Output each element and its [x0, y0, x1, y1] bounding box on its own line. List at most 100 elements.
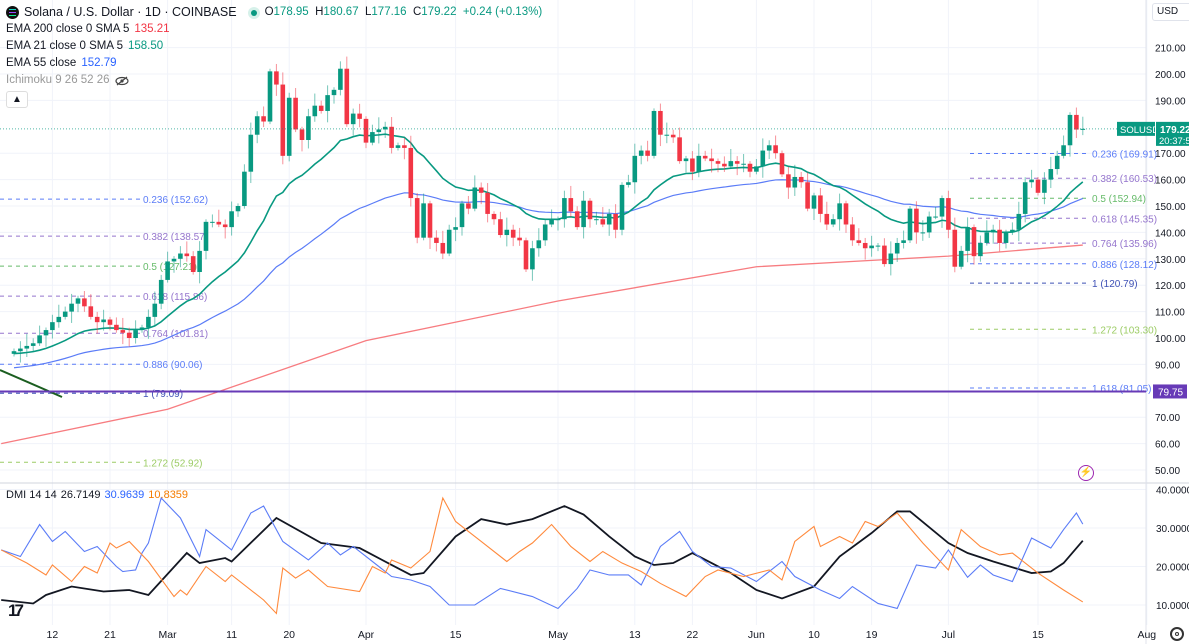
candle-body [280, 84, 286, 156]
candle [165, 251, 170, 283]
price-axis-label: 50.00 [1155, 466, 1180, 477]
candle [1016, 201, 1022, 242]
candle-body [990, 229, 996, 233]
candle [331, 87, 337, 104]
candle-body [414, 198, 420, 238]
candle-body [363, 118, 369, 143]
candle [978, 235, 983, 262]
candle [837, 193, 842, 231]
candle-body [94, 316, 100, 323]
candle [402, 137, 407, 160]
candle-body [133, 330, 138, 338]
price-axis-label: 160.00 [1155, 176, 1186, 187]
price-axis-label: 190.00 [1155, 96, 1186, 107]
indicator-ema21[interactable]: EMA 21 close 0 SMA 5 158.50 [6, 40, 164, 52]
candle [1048, 156, 1054, 189]
candle [530, 240, 535, 281]
symbol-title[interactable]: Solana / U.S. Dollar · 1D · COINBASE [6, 4, 237, 21]
candle [370, 124, 375, 146]
candle-body [165, 261, 170, 280]
candle [626, 174, 631, 188]
candle [574, 206, 580, 230]
candle [581, 190, 586, 239]
candle [107, 316, 113, 331]
candle-body [581, 200, 586, 228]
candle-body [542, 224, 548, 241]
candle [952, 217, 958, 273]
candle [645, 140, 650, 162]
fib_right-level-label: 1.618 (81.05) [1092, 384, 1152, 395]
candle [82, 291, 87, 312]
candle [856, 228, 862, 246]
candle [210, 214, 215, 228]
candle-body [632, 155, 638, 183]
candle-body [1048, 169, 1054, 180]
dmi-axis-label: 40.0000 [1156, 486, 1189, 497]
fib_left-level-label: 0.382 (138.57) [143, 232, 208, 243]
candle-body [184, 253, 190, 257]
dmi-legend[interactable]: DMI 14 14 26.7149 30.9639 10.8359 [6, 489, 189, 501]
currency-selector[interactable]: USD [1152, 3, 1189, 21]
eye-off-icon[interactable] [114, 76, 129, 86]
candle [555, 216, 561, 231]
indicator-ema55[interactable]: EMA 55 close 152.79 [6, 57, 117, 69]
candle [517, 227, 522, 246]
lightning-event-icon[interactable]: ⚡ [1078, 465, 1094, 481]
candle-body [683, 158, 689, 162]
candle [504, 217, 510, 247]
candle [299, 126, 305, 152]
candle [824, 201, 830, 231]
candle-body [453, 227, 458, 230]
candle-body [1080, 128, 1086, 130]
candle [158, 274, 164, 310]
collapse-legend-button[interactable]: ▲ [6, 91, 28, 108]
candle-body [274, 71, 279, 85]
candle-body [517, 237, 522, 241]
market-status-icon[interactable] [247, 6, 260, 19]
bar-countdown: 20:37:5 [1159, 136, 1189, 147]
candle [43, 327, 49, 347]
candle [613, 204, 618, 239]
settings-gear-icon[interactable] [1170, 627, 1184, 641]
candle [542, 219, 548, 246]
candle [184, 241, 190, 262]
candle [325, 85, 330, 123]
candle [485, 183, 490, 223]
candle-body [107, 319, 113, 325]
candle [274, 63, 279, 96]
candle [734, 156, 740, 176]
candle [75, 295, 81, 313]
candle-body [120, 330, 126, 333]
candle [24, 333, 30, 358]
candle-body [523, 240, 529, 270]
candle [946, 190, 951, 239]
tradingview-logo[interactable]: 17 [8, 601, 24, 620]
chevron-up-icon: ▲ [12, 94, 22, 105]
indicator-ema200[interactable]: EMA 200 close 0 SMA 5 135.21 [6, 23, 170, 35]
candle-body [939, 198, 945, 217]
candle [1010, 222, 1015, 236]
candle-body [75, 298, 81, 304]
fib_right-level-label: 1 (120.79) [1092, 279, 1138, 290]
candle-body [690, 158, 695, 172]
candle [293, 87, 298, 133]
candle [126, 327, 132, 347]
candle-body [293, 97, 298, 130]
candle-body [440, 242, 446, 254]
candle-body [491, 213, 497, 220]
ema21-line [13, 133, 1084, 355]
candle [350, 108, 356, 136]
candle [760, 138, 766, 178]
time-axis-label: 21 [104, 629, 116, 641]
indicator-ichimoku[interactable]: Ichimoku 9 26 52 26 [6, 72, 542, 89]
candle-body [1022, 182, 1028, 214]
candle [811, 192, 817, 220]
candle-body [824, 213, 830, 225]
candle-body [587, 200, 593, 220]
fib_right-level-label: 0.618 (145.35) [1092, 214, 1157, 225]
chart-legend: Solana / U.S. Dollar · 1D · COINBASE O17… [6, 4, 542, 108]
candle-body [773, 145, 778, 154]
candle-body [485, 192, 490, 214]
candle [971, 224, 977, 265]
